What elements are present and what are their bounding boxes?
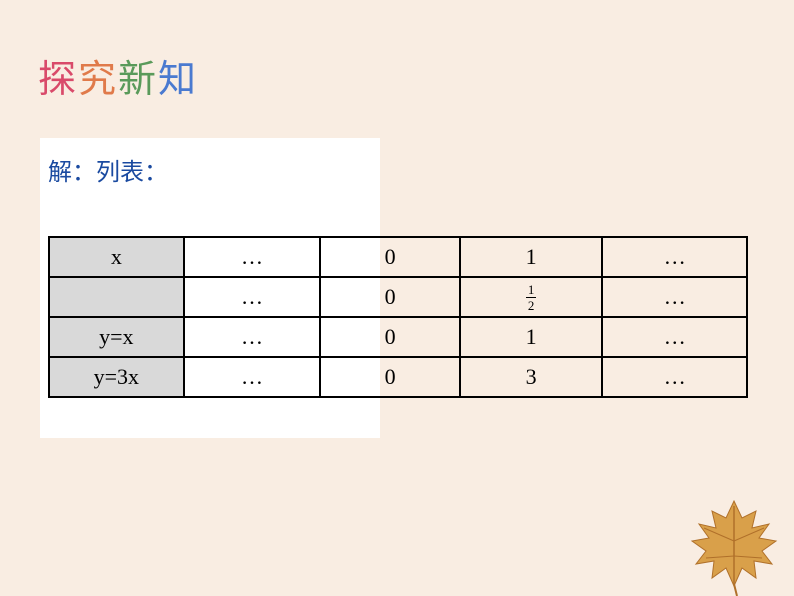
header-cell: x — [49, 237, 184, 277]
header-cell: y=x — [49, 317, 184, 357]
table-cell: 0 — [320, 317, 460, 357]
table-row: y=3x … 0 3 … — [49, 357, 747, 397]
table-cell: 1 2 — [460, 277, 603, 317]
header-cell: y=3x — [49, 357, 184, 397]
table-cell: … — [602, 357, 747, 397]
table-cell: 0 — [320, 357, 460, 397]
title-char-3: 新 — [118, 59, 158, 101]
maple-leaf-icon — [674, 476, 794, 596]
table-cell: … — [184, 277, 321, 317]
table-cell: … — [602, 317, 747, 357]
table-cell: 0 — [320, 237, 460, 277]
fraction-numerator: 1 — [526, 283, 537, 298]
table-cell: … — [602, 237, 747, 277]
table-row: y=x … 0 1 … — [49, 317, 747, 357]
title-char-1: 探 — [38, 59, 78, 101]
table-row: … 0 1 2 … — [49, 277, 747, 317]
page-title: 探究新知 — [38, 48, 198, 103]
data-table-container: x … 0 1 … … 0 1 2 … y=x … 0 1 … y — [48, 236, 748, 398]
fraction: 1 2 — [526, 283, 537, 312]
table-cell: … — [184, 357, 321, 397]
table-cell: 3 — [460, 357, 603, 397]
title-char-4: 知 — [158, 59, 198, 101]
table-cell: 0 — [320, 277, 460, 317]
header-cell — [49, 277, 184, 317]
title-char-2: 究 — [78, 59, 118, 101]
data-table: x … 0 1 … … 0 1 2 … y=x … 0 1 … y — [48, 236, 748, 398]
table-cell: 1 — [460, 317, 603, 357]
table-cell: 1 — [460, 237, 603, 277]
table-row: x … 0 1 … — [49, 237, 747, 277]
table-cell: … — [184, 317, 321, 357]
fraction-denominator: 2 — [526, 298, 537, 312]
subtitle-text: 解：列表： — [48, 152, 168, 187]
table-cell: … — [602, 277, 747, 317]
table-cell: … — [184, 237, 321, 277]
